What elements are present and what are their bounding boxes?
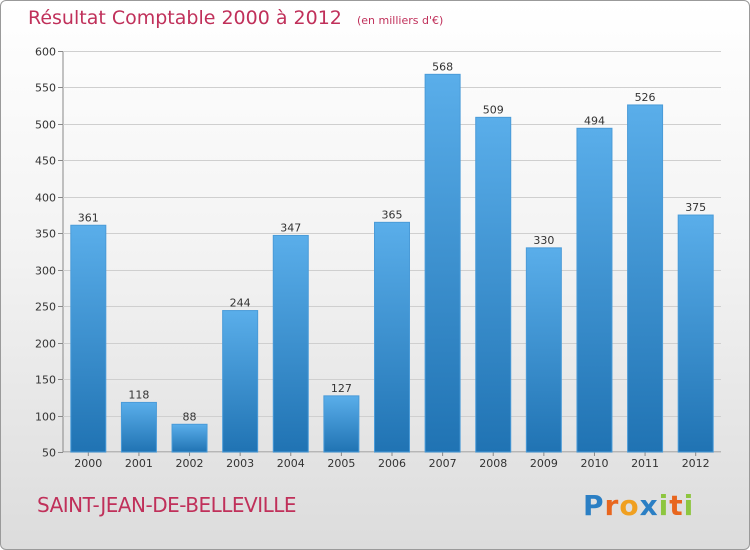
bar: [323, 395, 360, 453]
logo-letter: i: [658, 489, 670, 522]
bar-value-label: 330: [533, 234, 554, 247]
y-tick-label: 400: [35, 192, 56, 205]
logo-letter: x: [639, 489, 659, 522]
title-row: Résultat Comptable 2000 à 2012 (en milli…: [28, 7, 443, 29]
x-tick-label: 2004: [277, 457, 305, 470]
x-tick-label: 2011: [631, 457, 659, 470]
y-tick-label: 250: [35, 301, 56, 314]
bar: [374, 221, 410, 453]
bar: [677, 214, 714, 453]
bar: [272, 234, 309, 453]
x-tick-label: 2008: [479, 457, 507, 470]
y-tick-label: 500: [35, 119, 56, 132]
y-tick-label: 600: [35, 46, 56, 59]
y-tick-label: 150: [35, 374, 56, 387]
proxiti-logo: Proxiti: [583, 489, 694, 522]
x-tick-label: 2010: [580, 457, 608, 470]
bar-value-label: 375: [685, 201, 706, 214]
bar-value-label: 347: [280, 221, 301, 234]
y-tick-label: 550: [35, 82, 56, 95]
bar-value-label: 244: [230, 297, 251, 310]
logo-letter: r: [604, 489, 620, 522]
bar-value-label: 568: [432, 60, 453, 73]
y-tick-label: 300: [35, 265, 56, 278]
bar-value-label: 127: [331, 382, 352, 395]
commune-name: SAINT-JEAN-DE-BELLEVILLE: [37, 493, 297, 517]
x-tick-label: 2005: [327, 457, 355, 470]
bar-value-label: 365: [382, 208, 403, 221]
y-tick-label: 450: [35, 155, 56, 168]
bar: [222, 310, 259, 453]
bar: [576, 127, 613, 453]
logo-letter: o: [619, 489, 640, 522]
logo-letter: i: [683, 489, 695, 522]
chart-subtitle: (en milliers d'€): [356, 14, 444, 27]
bar-value-label: 494: [584, 114, 605, 127]
logo-letter: P: [583, 489, 605, 522]
x-tick-label: 2003: [226, 457, 254, 470]
bar-value-label: 88: [183, 410, 197, 423]
y-tick-label: 100: [35, 411, 56, 424]
bar: [627, 104, 664, 453]
bar-value-label: 526: [635, 91, 656, 104]
x-tick-label: 2001: [125, 457, 153, 470]
x-tick-label: 2012: [682, 457, 710, 470]
bar: [424, 73, 461, 453]
x-tick-label: 2000: [74, 457, 102, 470]
logo-letter: t: [669, 489, 684, 522]
x-tick-label: 2006: [378, 457, 406, 470]
x-tick-label: 2009: [530, 457, 558, 470]
bar: [120, 401, 157, 453]
bar: [171, 423, 208, 453]
bar-value-label: 361: [78, 211, 99, 224]
chart-title: Résultat Comptable 2000 à 2012: [28, 7, 342, 29]
x-tick-label: 2007: [429, 457, 457, 470]
bar-value-label: 509: [483, 103, 504, 116]
y-tick-label: 200: [35, 338, 56, 351]
y-tick-label: 350: [35, 228, 56, 241]
bar: [525, 247, 562, 453]
x-tick-label: 2002: [176, 457, 204, 470]
bar-value-label: 118: [128, 388, 149, 401]
bar: [70, 224, 107, 453]
bar: [475, 116, 512, 453]
y-tick-label: 50: [42, 447, 56, 460]
